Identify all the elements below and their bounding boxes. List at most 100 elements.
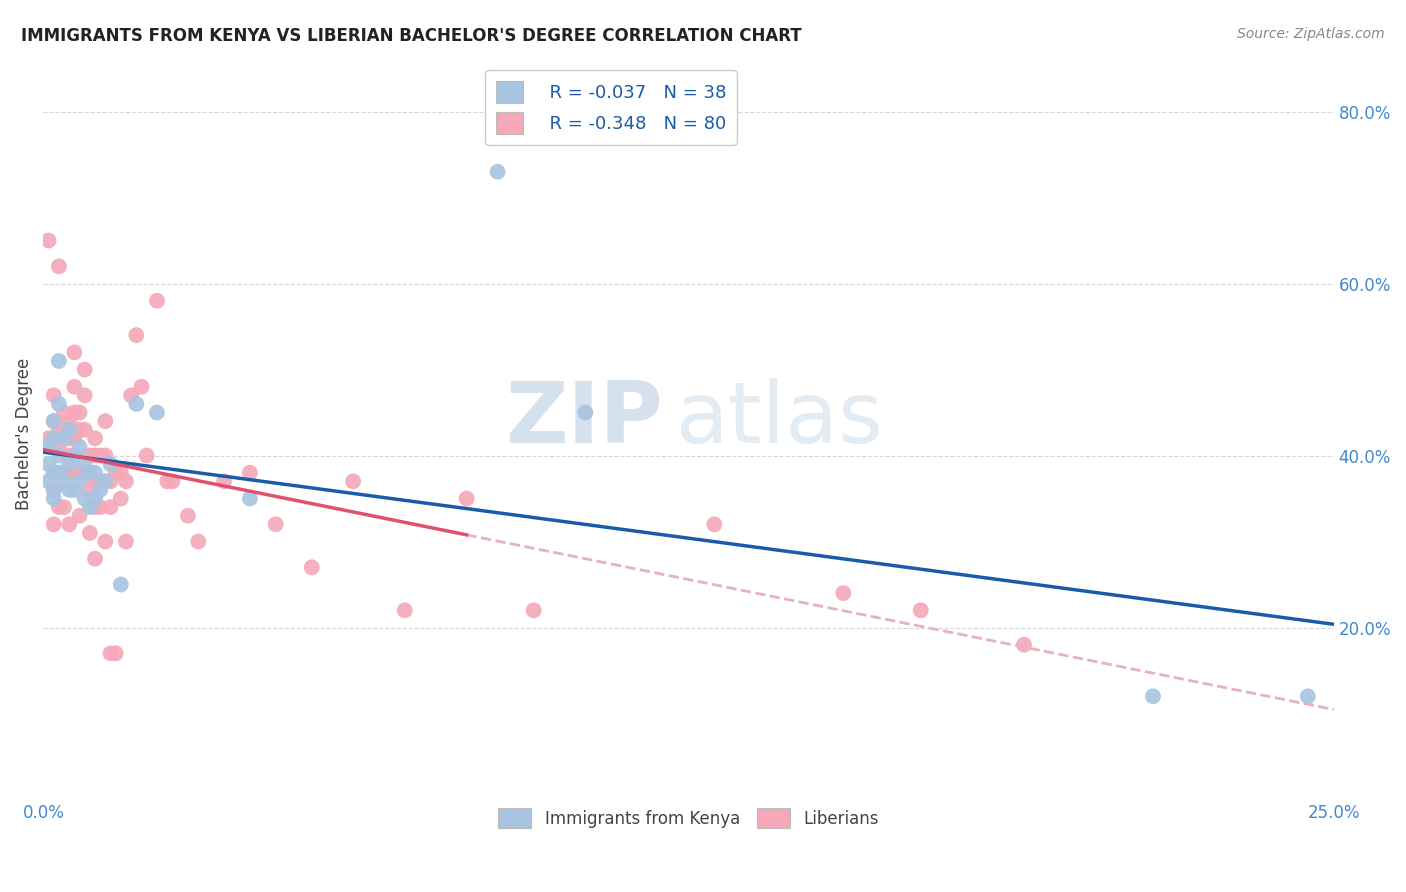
Point	[146, 405, 169, 419]
Point	[63, 466, 86, 480]
Point	[135, 449, 157, 463]
Text: atlas: atlas	[676, 378, 883, 461]
Point	[110, 577, 132, 591]
Point	[910, 603, 932, 617]
Point	[63, 483, 86, 497]
Point	[115, 534, 138, 549]
Point	[100, 475, 122, 489]
Point	[73, 466, 96, 480]
Point	[48, 354, 70, 368]
Point	[53, 500, 76, 515]
Point	[38, 440, 60, 454]
Point	[38, 457, 60, 471]
Point	[523, 603, 546, 617]
Point	[84, 431, 107, 445]
Point	[53, 466, 76, 480]
Point	[73, 457, 96, 471]
Point	[84, 500, 107, 515]
Point	[177, 508, 200, 523]
Point	[94, 475, 117, 489]
Y-axis label: Bachelor's Degree: Bachelor's Degree	[15, 358, 32, 510]
Point	[53, 431, 76, 445]
Point	[239, 466, 262, 480]
Point	[38, 431, 60, 445]
Point	[110, 491, 132, 506]
Point	[42, 414, 65, 428]
Point	[212, 475, 235, 489]
Point	[38, 475, 60, 489]
Point	[264, 517, 287, 532]
Point	[48, 423, 70, 437]
Point	[42, 388, 65, 402]
Point	[100, 457, 122, 471]
Point	[574, 405, 596, 419]
Point	[1296, 690, 1319, 704]
Point	[301, 560, 323, 574]
Point	[69, 475, 91, 489]
Point	[94, 449, 117, 463]
Point	[84, 475, 107, 489]
Point	[84, 551, 107, 566]
Point	[94, 414, 117, 428]
Point	[63, 380, 86, 394]
Point	[58, 483, 80, 497]
Point	[69, 508, 91, 523]
Point	[48, 260, 70, 274]
Point	[42, 491, 65, 506]
Point	[1142, 690, 1164, 704]
Point	[42, 414, 65, 428]
Point	[53, 431, 76, 445]
Point	[456, 491, 478, 506]
Point	[162, 475, 184, 489]
Point	[115, 475, 138, 489]
Point	[48, 440, 70, 454]
Point	[84, 466, 107, 480]
Point	[42, 483, 65, 497]
Point	[79, 483, 101, 497]
Point	[42, 466, 65, 480]
Point	[79, 525, 101, 540]
Point	[239, 491, 262, 506]
Point	[146, 293, 169, 308]
Point	[58, 517, 80, 532]
Point	[104, 646, 127, 660]
Point	[58, 414, 80, 428]
Point	[69, 405, 91, 419]
Point	[79, 466, 101, 480]
Point	[89, 475, 111, 489]
Point	[42, 466, 65, 480]
Point	[63, 449, 86, 463]
Legend: Immigrants from Kenya, Liberians: Immigrants from Kenya, Liberians	[492, 801, 886, 835]
Point	[832, 586, 855, 600]
Point	[73, 423, 96, 437]
Point	[104, 466, 127, 480]
Point	[94, 475, 117, 489]
Point	[94, 534, 117, 549]
Point	[84, 491, 107, 506]
Point	[69, 466, 91, 480]
Point	[100, 646, 122, 660]
Point	[73, 388, 96, 402]
Point	[73, 362, 96, 376]
Point	[394, 603, 416, 617]
Point	[1012, 638, 1035, 652]
Point	[48, 466, 70, 480]
Point	[110, 466, 132, 480]
Point	[42, 517, 65, 532]
Text: Source: ZipAtlas.com: Source: ZipAtlas.com	[1237, 27, 1385, 41]
Point	[703, 517, 725, 532]
Point	[58, 423, 80, 437]
Point	[53, 475, 76, 489]
Point	[125, 397, 148, 411]
Point	[58, 457, 80, 471]
Point	[120, 388, 142, 402]
Point	[58, 431, 80, 445]
Point	[125, 328, 148, 343]
Point	[89, 500, 111, 515]
Point	[79, 449, 101, 463]
Point	[73, 491, 96, 506]
Point	[63, 345, 86, 359]
Point	[79, 500, 101, 515]
Point	[42, 483, 65, 497]
Point	[342, 475, 364, 489]
